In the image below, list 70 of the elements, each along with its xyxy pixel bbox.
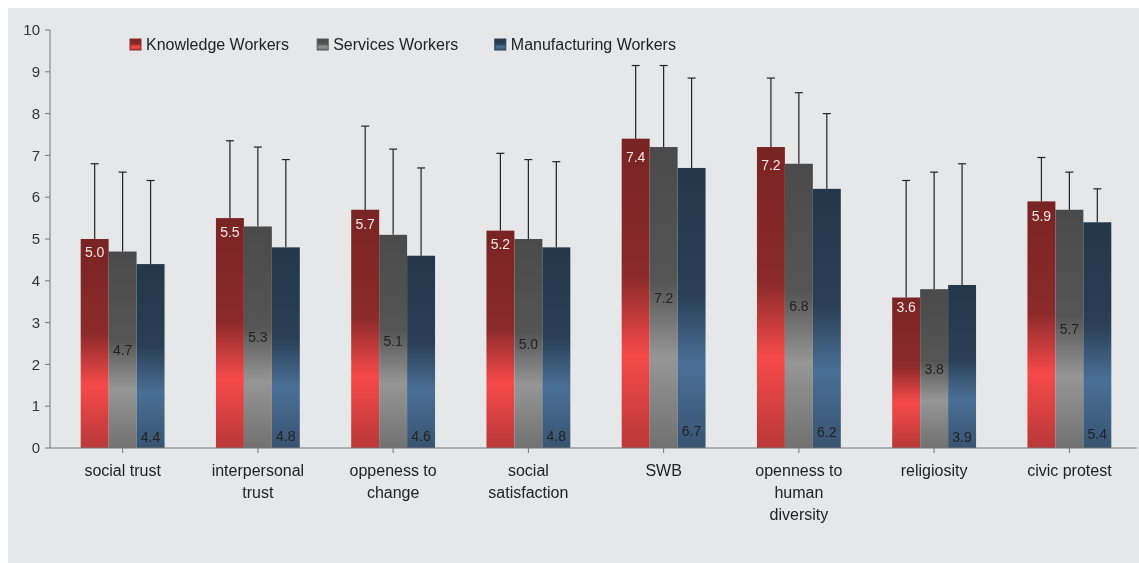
data-label: 5.3 xyxy=(248,329,268,346)
y-tick-label: 2 xyxy=(31,355,40,373)
x-tick-label: SWB xyxy=(645,462,682,479)
y-tick-label: 5 xyxy=(31,230,40,248)
bar xyxy=(407,255,436,448)
bar xyxy=(621,138,650,448)
data-label: 6.2 xyxy=(817,424,837,441)
bar xyxy=(1027,201,1056,448)
x-tick-label: oppeness to change xyxy=(349,462,437,501)
data-label: 5.2 xyxy=(490,235,511,252)
bar xyxy=(514,239,543,448)
bar xyxy=(215,218,244,448)
data-label: 4.7 xyxy=(112,341,133,358)
legend-label: Services Workers xyxy=(333,36,459,53)
data-label: 7.2 xyxy=(653,289,674,306)
bar xyxy=(486,230,515,448)
bar xyxy=(542,247,571,448)
bar xyxy=(812,188,841,448)
data-label: 3.8 xyxy=(924,360,945,377)
data-label: 4.8 xyxy=(546,427,567,444)
data-label: 3.6 xyxy=(896,298,917,315)
bar xyxy=(892,297,921,448)
legend-label: Knowledge Workers xyxy=(146,36,289,53)
x-tick-label: religiosity xyxy=(900,462,968,479)
y-tick-label: 8 xyxy=(31,104,40,122)
data-label: 4.6 xyxy=(411,428,432,445)
y-tick-label: 4 xyxy=(31,272,40,290)
data-label: 3.9 xyxy=(952,429,973,445)
bar xyxy=(351,209,380,448)
data-label: 5.4 xyxy=(1087,426,1108,443)
x-tick-label: social satisfaction xyxy=(488,462,569,501)
y-tick-label: 9 xyxy=(31,63,40,81)
legend-label: Manufacturing Workers xyxy=(510,36,676,53)
data-label: 5.7 xyxy=(355,216,376,233)
data-label: 5.0 xyxy=(518,335,539,352)
y-tick-label: 0 xyxy=(31,439,40,457)
x-tick-label: interpersonal trust xyxy=(211,462,305,501)
bar xyxy=(136,264,165,448)
data-label: 5.9 xyxy=(1031,208,1052,225)
data-label: 5.1 xyxy=(383,333,404,350)
data-label: 7.2 xyxy=(761,157,781,174)
data-label: 6.8 xyxy=(789,297,809,314)
y-tick-label: 10 xyxy=(23,21,40,39)
bar xyxy=(920,289,949,448)
bar xyxy=(756,147,785,448)
bar xyxy=(1083,222,1112,448)
y-tick-label: 3 xyxy=(31,313,40,331)
data-label: 6.7 xyxy=(681,423,702,440)
x-tick-label: openness to human diversity xyxy=(755,462,843,523)
bar xyxy=(80,239,109,448)
x-tick-label: social trust xyxy=(84,462,162,479)
bar xyxy=(948,284,977,448)
bar xyxy=(379,234,408,448)
data-label: 5.5 xyxy=(220,223,240,240)
data-label: 5.7 xyxy=(1059,320,1080,337)
bar xyxy=(784,163,813,448)
y-tick-label: 1 xyxy=(31,397,40,415)
x-tick-label: civic protest xyxy=(1027,462,1113,479)
data-label: 4.4 xyxy=(140,428,161,445)
bar xyxy=(108,251,137,448)
bar xyxy=(243,226,272,448)
y-tick-label: 7 xyxy=(31,146,40,164)
bar xyxy=(649,147,678,448)
bar xyxy=(1055,209,1084,448)
bar xyxy=(677,167,706,448)
data-label: 4.8 xyxy=(276,427,296,444)
data-label: 7.4 xyxy=(625,149,646,166)
y-tick-label: 6 xyxy=(31,188,40,206)
bar xyxy=(271,247,300,448)
data-label: 5.0 xyxy=(84,243,105,260)
